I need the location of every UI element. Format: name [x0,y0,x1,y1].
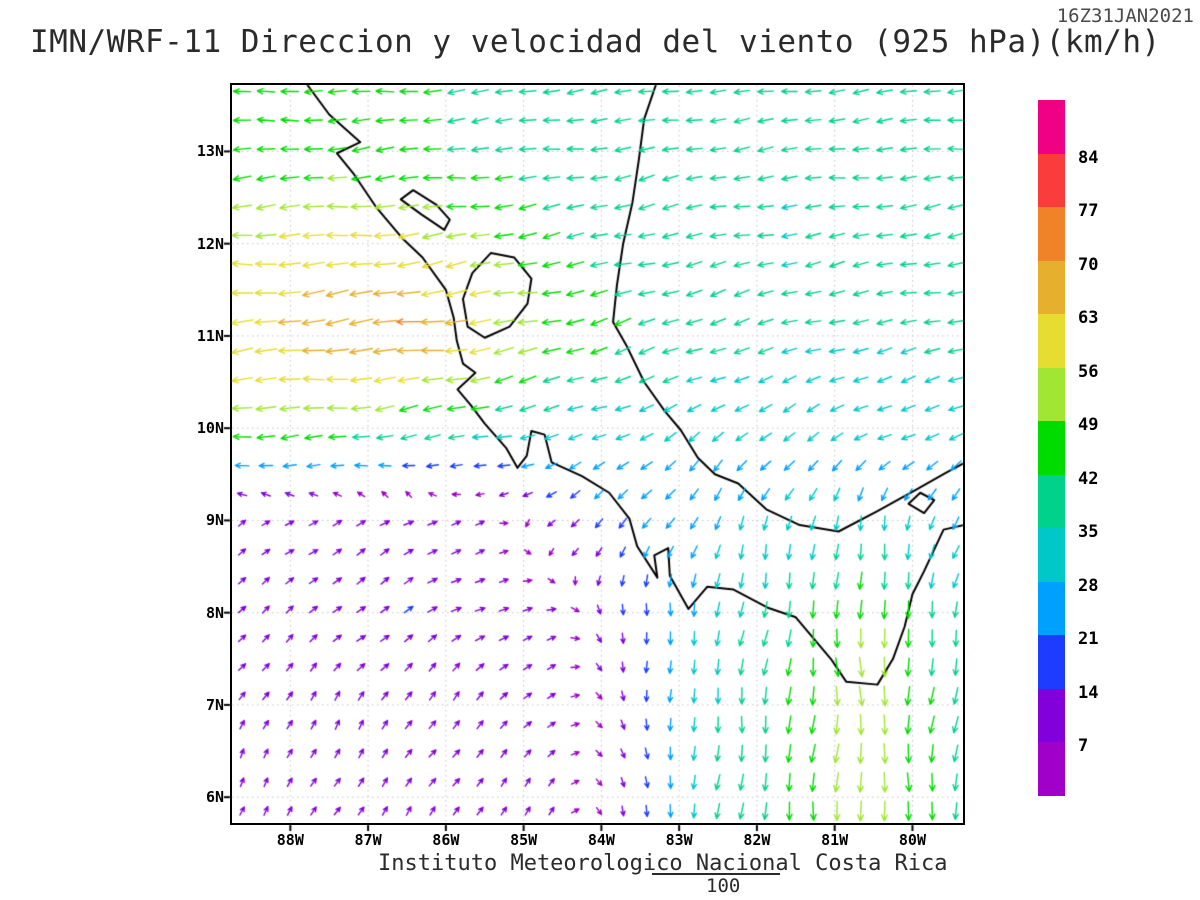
colorbar-segment [1038,635,1065,689]
x-tick-label: 85W [510,831,538,849]
speed-colorbar [1038,100,1065,796]
x-tick-label: 88W [276,831,304,849]
colorbar-segment [1038,207,1065,261]
y-tick-label: 11N [196,326,224,345]
colorbar-tick-label: 49 [1078,415,1099,436]
colorbar-tick-label: 77 [1078,201,1099,222]
footer-run-number: 100 [706,875,741,897]
colorbar-segment [1038,153,1065,208]
x-tick-label: 81W [821,831,849,849]
colorbar-segment [1038,581,1065,636]
colorbar-tick-label: 35 [1078,522,1099,543]
x-tick-label: 86W [432,831,460,849]
colorbar-segment [1038,528,1065,582]
colorbar-segment [1038,742,1065,796]
y-tick-label: 10N [196,419,224,438]
colorbar-segment [1038,421,1065,475]
colorbar-segment [1038,367,1065,422]
x-tick-label: 83W [665,831,693,849]
colorbar-tick-label: 63 [1078,308,1099,329]
x-tick-label: 87W [354,831,382,849]
x-tick-label: 84W [587,831,615,849]
colorbar-tick-label: 7 [1078,736,1089,757]
colorbar-segment [1038,314,1065,368]
colorbar-segment [1038,688,1065,743]
map-plot-frame [230,83,965,825]
y-tick-label: 7N [205,695,224,714]
colorbar-segment [1038,474,1065,529]
colorbar-segment [1038,100,1065,154]
footer-underline [652,873,780,875]
colorbar-tick-label: 56 [1078,361,1099,382]
y-tick-label: 9N [205,511,224,530]
x-tick-label: 82W [743,831,771,849]
x-tick-label: 80W [898,831,926,849]
y-tick-label: 8N [205,603,224,622]
colorbar-tick-label: 21 [1078,629,1099,650]
y-tick-label: 6N [205,788,224,807]
y-tick-label: 13N [196,142,224,161]
y-tick-label: 12N [196,234,224,253]
colorbar-tick-label: 14 [1078,682,1099,703]
footer-institution: Instituto Meteorologico Nacional Costa R… [378,851,948,876]
colorbar-tick-label: 42 [1078,468,1099,489]
colorbar-tick-label: 84 [1078,147,1099,168]
colorbar-tick-label: 70 [1078,254,1099,275]
colorbar-tick-label: 28 [1078,575,1099,596]
colorbar-segment [1038,260,1065,315]
chart-title: IMN/WRF-11 Direccion y velocidad del vie… [30,24,1161,60]
